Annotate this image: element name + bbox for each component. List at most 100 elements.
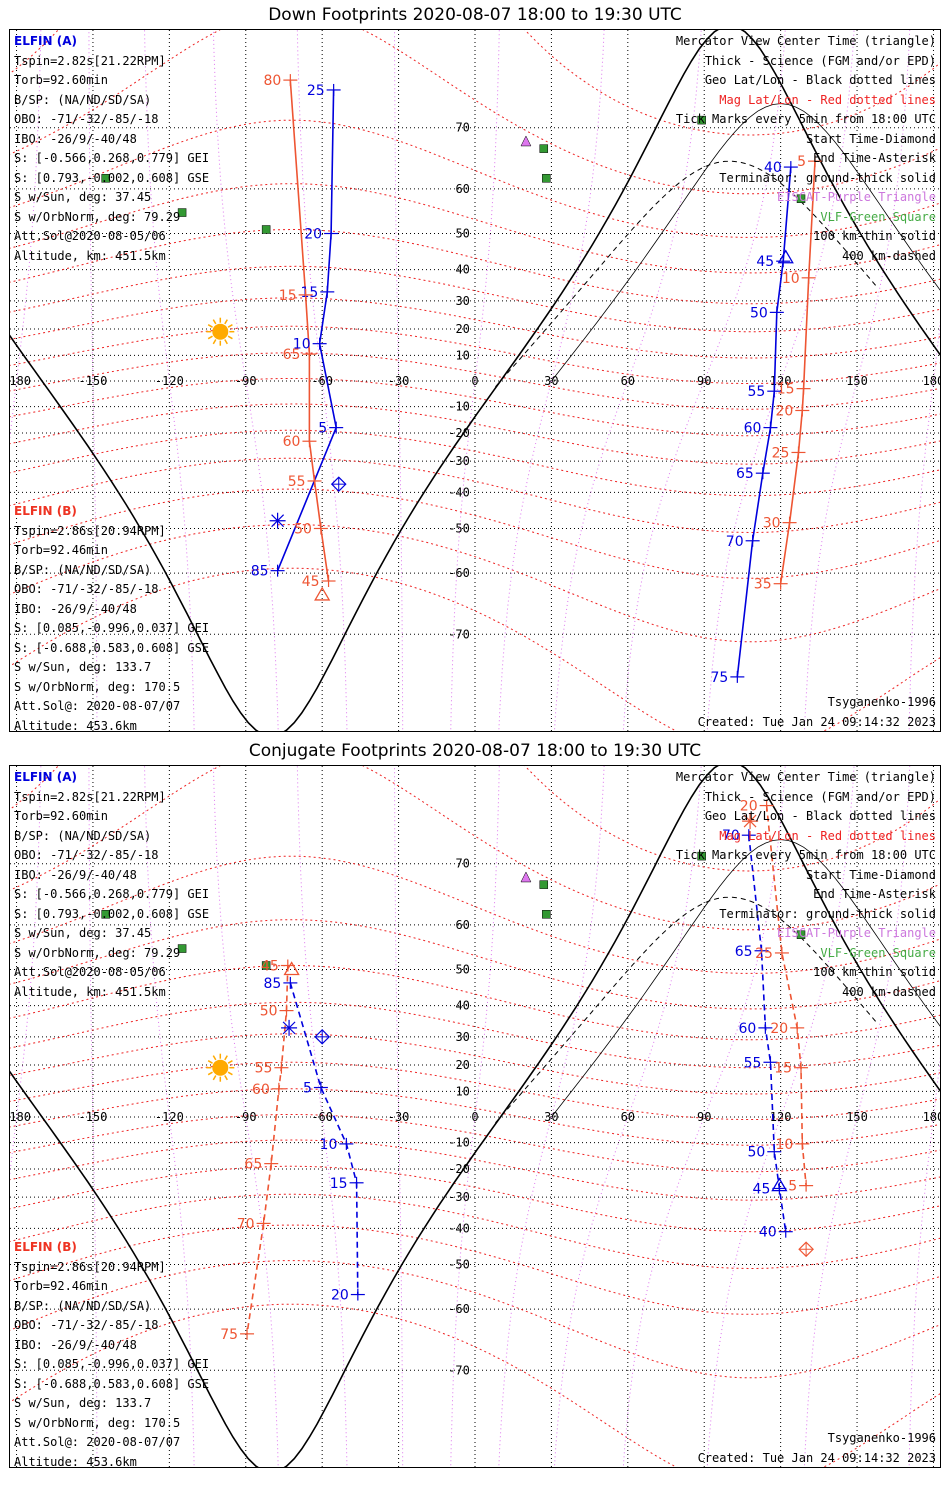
info-line: S: [0.085,-0.996,0.037] GEI (14, 1357, 210, 1371)
lon-label: 60 (621, 1110, 635, 1124)
lon-label: 150 (846, 374, 868, 388)
mag-lat-line (10, 1088, 940, 1146)
sun-ray (207, 324, 213, 328)
mag-lat-line (10, 1260, 940, 1379)
mag-lat-line (10, 265, 940, 333)
mag-lon-line (88, 766, 98, 1467)
lat-label: 60 (455, 182, 469, 196)
map-layer: -180 -150 -120 -90 -60 -30 0 30 60 90 120 150 180 70 6… (10, 766, 940, 1467)
center-triangle-a (777, 249, 794, 264)
legend-item: Thick - Science (FGM and/or EPD) (704, 789, 936, 804)
lat-label: -30 (448, 1190, 470, 1204)
blue-tick-label: 15 (330, 1176, 348, 1192)
legend: Mercator View Center Time (triangle) Thic… (676, 32, 936, 266)
blue-tick-label: 85 (264, 976, 282, 992)
mag-lat-line (10, 1061, 940, 1120)
legend-item: Terminator: ground-thick solid (719, 906, 936, 921)
legend-item: End Time-Asterisk (813, 151, 936, 165)
lon-label: -60 (311, 1110, 333, 1124)
info-line: Torb=92.46min (14, 1279, 108, 1293)
legend-item: Mag Lat/Lon - Red dotted lines (719, 92, 936, 107)
vlf-square (796, 194, 806, 203)
lon-label: -90 (235, 374, 257, 388)
info-line: B/SP: (NA/ND/SD/SA) (14, 1298, 152, 1313)
info-line: IBO: -26/9/-40/48 (14, 1337, 137, 1352)
lon-label: 150 (846, 1110, 868, 1124)
track-elfin-b (765, 805, 807, 1186)
info-elfin-a-title: ELFIN (A) (14, 770, 77, 784)
info-line: Torb=92.60min (14, 809, 108, 823)
red-tick-label: 20 (775, 403, 793, 419)
lon-label: 30 (544, 1110, 558, 1124)
lon-label: -150 (78, 374, 107, 388)
legend-item: EISCAT-Purple Triangle (777, 190, 936, 204)
lon-label: 180 (923, 374, 941, 388)
info-line: S: [-0.566,0.268,0.779] GEI (14, 151, 210, 165)
info-line: OBO: -71/-32/-85/-18 (14, 1318, 159, 1332)
info-line: Altitude: 453.6km (14, 718, 137, 732)
sun-ray (212, 319, 217, 325)
red-tick-label: 60 (252, 1082, 270, 1098)
center-triangle-a (771, 1177, 788, 1192)
red-tick-label: 20 (740, 799, 758, 815)
track-elfin-a (276, 89, 338, 572)
vlf-square (261, 225, 271, 234)
blue-tick-label: 5 (318, 421, 327, 437)
lon-label: 90 (697, 1110, 711, 1124)
red-tick-label: 5 (788, 1179, 797, 1195)
info-line: Tspin=2.86s[20.94RPM] (14, 1259, 166, 1274)
red-tick-label: 25 (772, 445, 790, 461)
info-line: Altitude: 453.6km (14, 1454, 137, 1468)
mag-lat-line (10, 524, 940, 643)
legend-item: VLF-Green Square (820, 945, 936, 960)
red-tick-label: 50 (260, 1004, 278, 1020)
blue-tick-label: 60 (739, 1021, 757, 1037)
sun-ray (207, 335, 213, 340)
legend-item: Geo Lat/Lon - Black dotted lines (704, 809, 936, 823)
track-elfin-b (289, 80, 330, 582)
info-line: S w/OrbNorm, deg: 170.5 (14, 1415, 181, 1430)
sun-icon (212, 1059, 229, 1076)
track-elfin-b (246, 965, 289, 1335)
info-line: S w/OrbNorm, deg: 79.29 (14, 209, 181, 224)
sun-ray (212, 339, 217, 345)
info-line: S w/Sun, deg: 133.7 (14, 1396, 152, 1410)
legend-item: Mag Lat/Lon - Red dotted lines (719, 828, 936, 843)
vlf-square (539, 144, 549, 153)
info-line: S w/OrbNorm, deg: 170.5 (14, 679, 181, 694)
info-line: B/SP: (NA/ND/SD/SA) (14, 562, 152, 577)
sun-ray (227, 1071, 233, 1076)
red-tick-label: 60 (283, 434, 301, 450)
red-tick-label: 80 (264, 73, 282, 89)
info-line: B/SP: (NA/ND/SD/SA) (14, 92, 152, 107)
mag-lon-line (803, 30, 911, 731)
info-line: Torb=92.60min (14, 73, 108, 87)
blue-tick-label: 70 (722, 828, 740, 844)
legend-item: Start Time-Diamond (805, 867, 936, 882)
info-line: S w/OrbNorm, deg: 79.29 (14, 945, 181, 960)
blue-tick-label: 15 (300, 285, 318, 301)
lat-label: 40 (455, 999, 469, 1013)
info-line: Att.Sol@: 2020-08-07/07 (14, 699, 181, 713)
lat-label: -60 (448, 566, 470, 580)
mag-lat-line (10, 567, 940, 731)
info-line: IBO: -26/9/-40/48 (14, 867, 137, 882)
legend-item: Start Time-Diamond (805, 131, 936, 146)
legend-item: Terminator: ground-thick solid (719, 170, 936, 185)
mag-lon-line (498, 30, 605, 731)
mag-lon-line (394, 30, 404, 731)
legend-item: 400 km-dashed (842, 248, 936, 263)
info-elfin-b: ELFIN (B) Tspin=2.86s[20.94RPM] Torb=92.46… (14, 1238, 210, 1468)
mag-lat-line (10, 1165, 940, 1233)
blue-tick-label: 65 (735, 944, 753, 960)
lat-label: 20 (455, 1058, 469, 1072)
vlf-square (101, 910, 110, 919)
mag-lat-line (10, 429, 940, 497)
mag-lon-line (498, 766, 605, 1467)
info-line: Altitude, km: 451.5km (14, 984, 166, 999)
lon-label: -30 (388, 1110, 410, 1124)
info-line: Altitude, km: 451.5km (14, 248, 166, 263)
lat-label: -70 (448, 627, 470, 641)
info-line: S: [-0.688,0.583,0.608] GSE (14, 640, 210, 655)
info-line: Tspin=2.86s[20.94RPM] (14, 523, 166, 538)
